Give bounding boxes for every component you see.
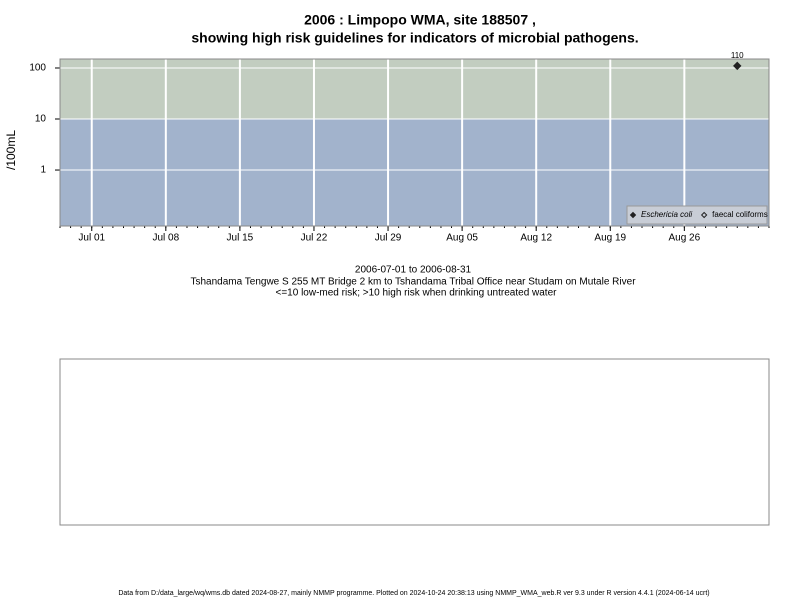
x-tick-label: Jul 15: [227, 233, 254, 244]
legend-box: [626, 205, 768, 225]
y-tick-label: 1: [40, 165, 46, 176]
x-tick-label: Jul 08: [152, 233, 179, 244]
legend-label: Eschericia coli: [641, 210, 692, 219]
x-tick-label: Jul 22: [301, 233, 328, 244]
footer: Data from D:/data_large/wq/wms.db dated …: [118, 590, 709, 597]
chart-subtitle: showing high risk guidelines for indicat…: [191, 30, 638, 46]
empty-panel: [59, 358, 770, 526]
x-tick-label: Jul 01: [78, 233, 105, 244]
x-tick-label: Aug 19: [594, 233, 626, 244]
legend-label: faecal coliforms: [712, 210, 768, 219]
y-axis-label: /100mL: [4, 130, 18, 170]
chart-title: 2006 : Limpopo WMA, site 188507 ,: [304, 12, 536, 28]
y-tick-label: 10: [35, 114, 47, 125]
x-tick-label: Aug 05: [446, 233, 478, 244]
high-risk-band: [60, 59, 769, 120]
note: <=10 low-med risk; >10 high risk when dr…: [276, 288, 558, 299]
data-label: 110: [731, 51, 744, 60]
x-tick-label: Jul 29: [375, 233, 402, 244]
y-tick-label: 100: [29, 63, 46, 74]
legend-marker: [629, 211, 637, 219]
plot-frame: [59, 58, 770, 227]
data-point: [733, 61, 742, 71]
x-tick-label: Aug 26: [668, 233, 700, 244]
note: 2006-07-01 to 2006-08-31: [355, 265, 472, 276]
x-tick-label: Aug 12: [520, 233, 552, 244]
legend-marker: [700, 211, 708, 219]
note: Tshandama Tengwe S 255 MT Bridge 2 km to…: [190, 277, 636, 288]
